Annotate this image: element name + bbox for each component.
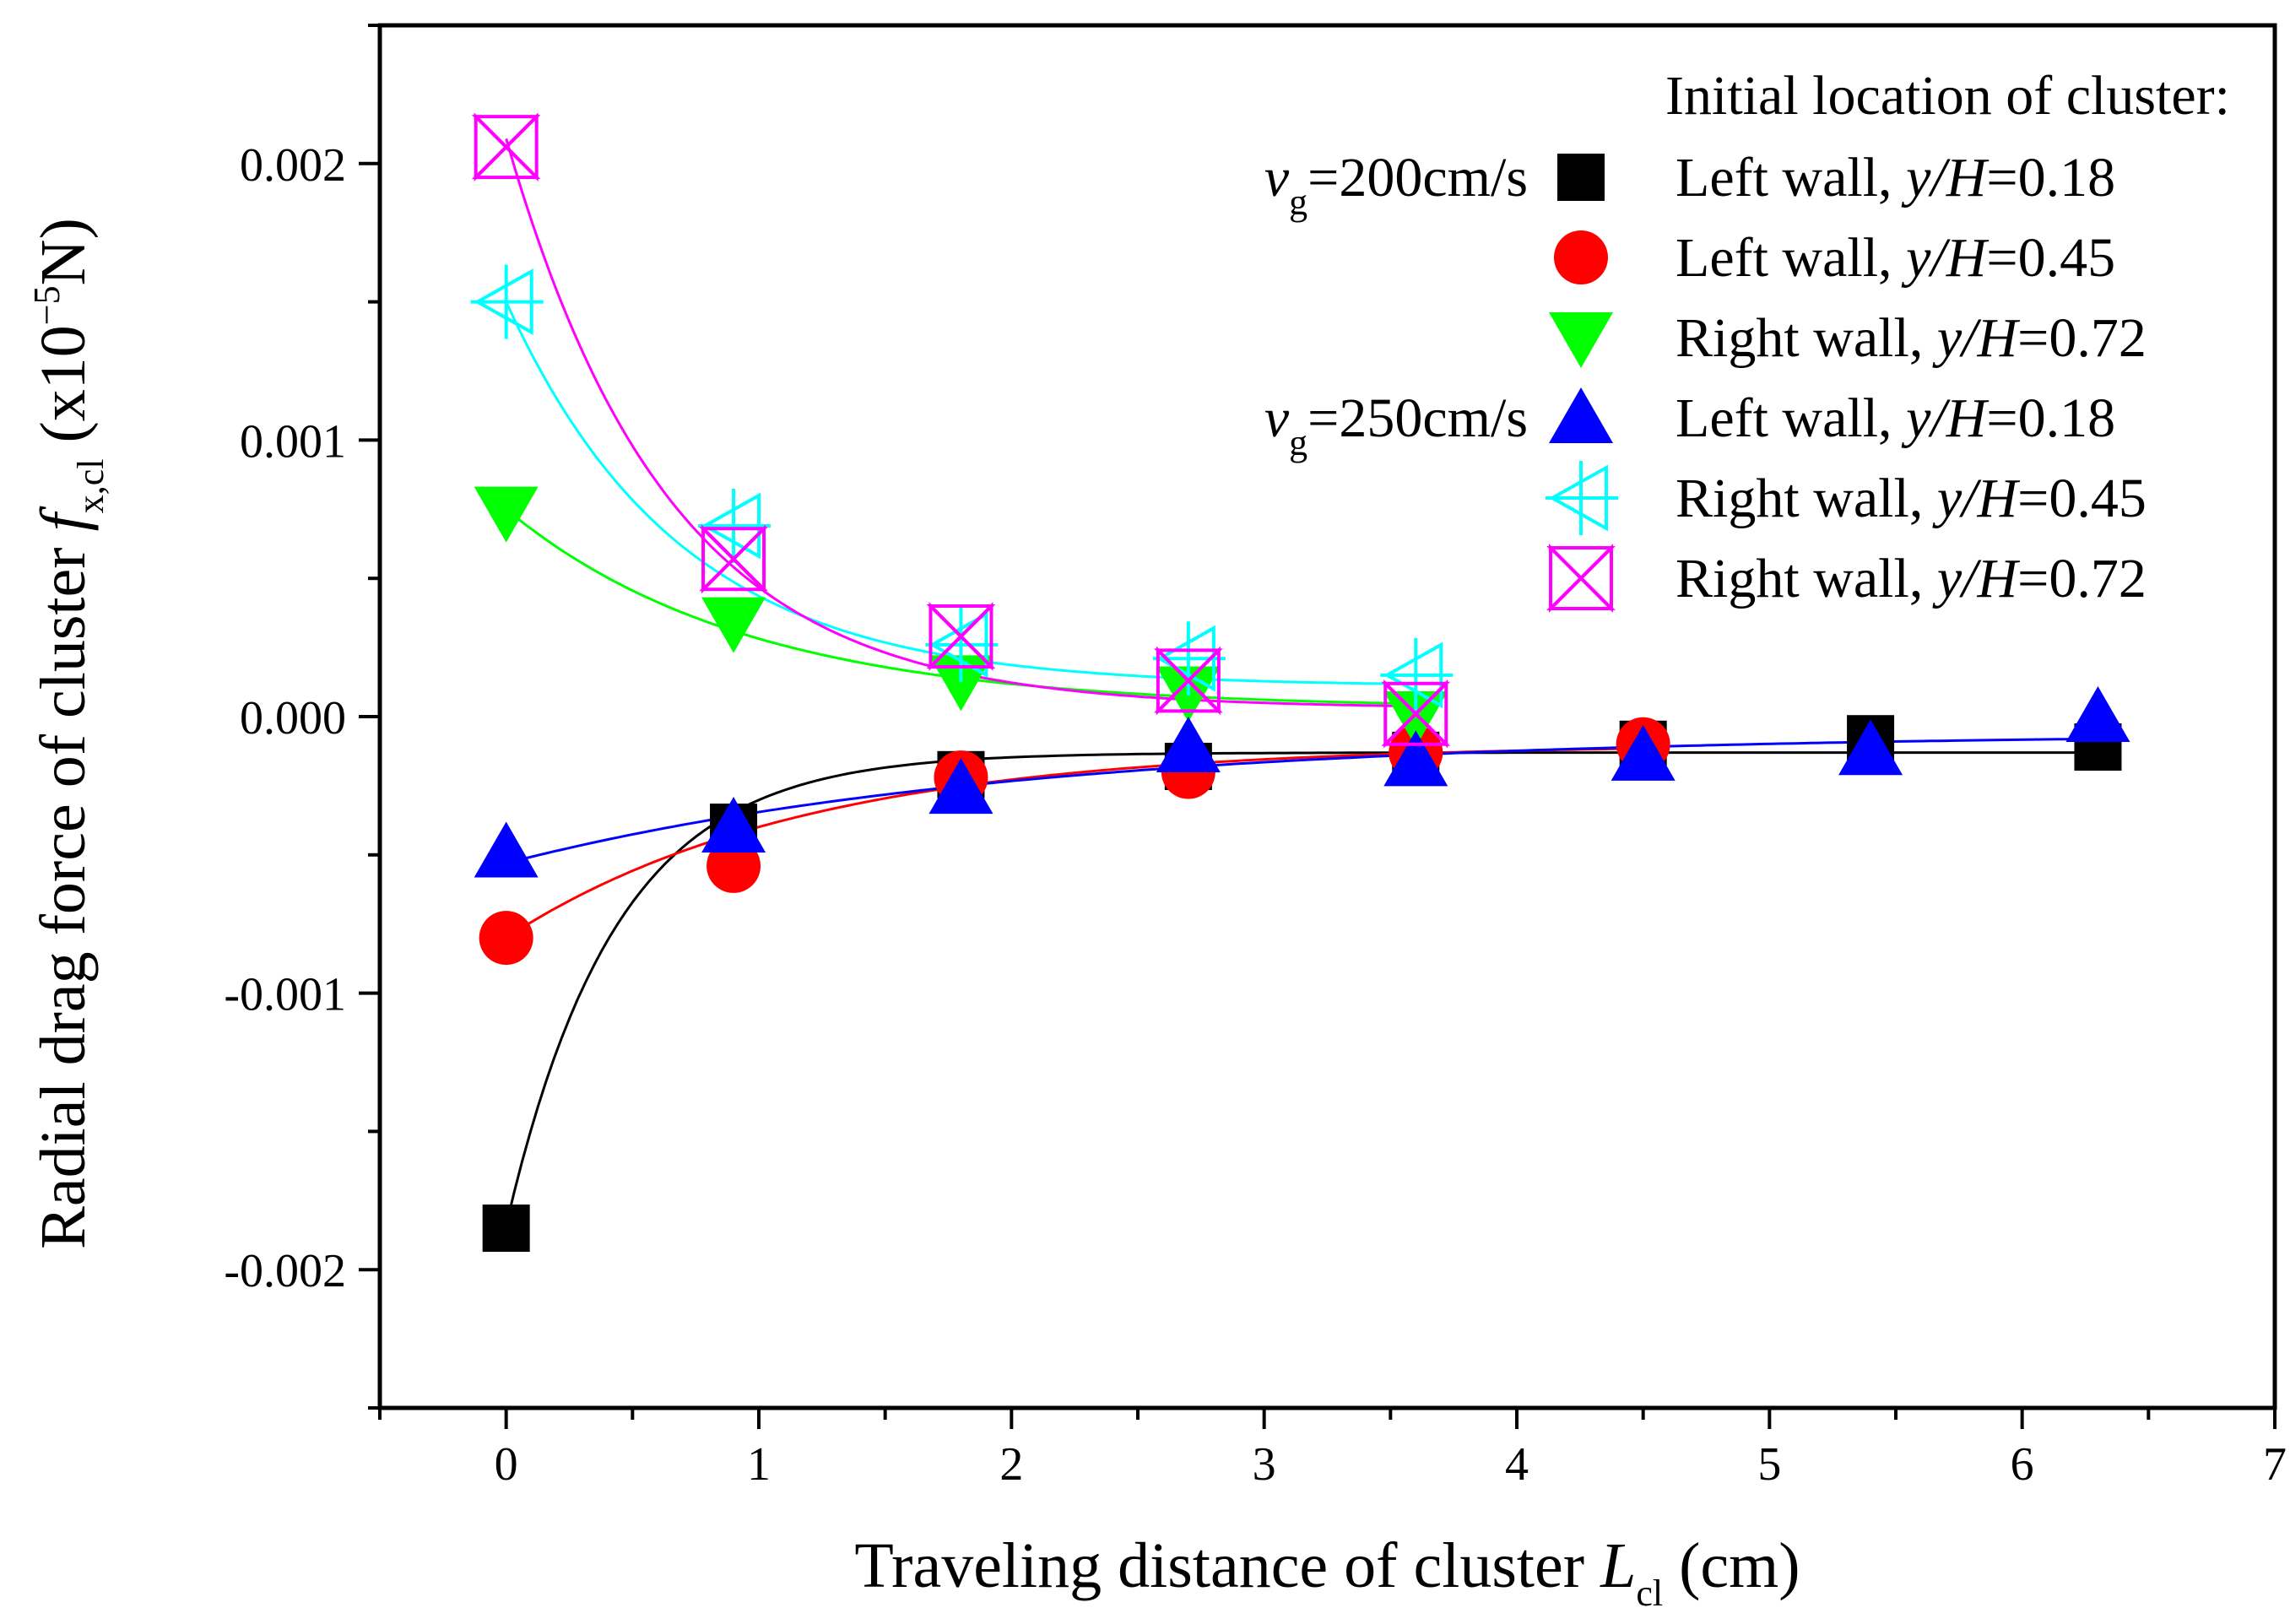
- x-tick-label: 0: [495, 1438, 518, 1491]
- x-tick-label: 1: [747, 1438, 771, 1491]
- legend-label: Right wall, y/H=0.45: [1676, 468, 2147, 529]
- y-tick-label: -0.001: [224, 969, 346, 1021]
- data-point-triangle-up: [474, 821, 539, 878]
- data-point-bowtie-x: [1154, 646, 1223, 716]
- x-tick-label: 4: [1505, 1438, 1529, 1491]
- legend-marker-triangle-down: [1549, 312, 1613, 368]
- legend-marker-square: [1557, 154, 1605, 201]
- data-point-triangle-up: [1383, 730, 1448, 787]
- x-tick-label: 3: [1253, 1438, 1276, 1491]
- fit-curve: [505, 751, 2098, 1226]
- legend-label: Right wall, y/H=0.72: [1676, 548, 2147, 609]
- y-tick-label: 0.001: [240, 415, 346, 468]
- data-point-cross-triangle-left: [470, 264, 544, 339]
- x-axis-title: Traveling distance of cluster Lcl (cm): [854, 1530, 1800, 1614]
- legend-label: Right wall, y/H=0.72: [1676, 307, 2147, 369]
- data-point-triangle-up: [928, 758, 993, 815]
- data-point-bowtie-x: [471, 112, 541, 181]
- data-point-circle: [479, 911, 533, 966]
- legend: Initial location of cluster: vg=200cm/s …: [1264, 65, 2230, 613]
- data-point-square: [482, 1204, 530, 1253]
- data-point-triangle-up: [1156, 717, 1221, 773]
- data-markers: [470, 112, 2130, 1253]
- y-tick-label: -0.002: [224, 1245, 346, 1297]
- legend-marker-circle: [1554, 230, 1608, 284]
- x-tick-label: 5: [1757, 1438, 1781, 1491]
- data-point-triangle-up: [1611, 724, 1676, 781]
- data-point-bowtie-x: [699, 524, 768, 594]
- legend-group-label-250: vg=250cm/s: [1264, 387, 1528, 463]
- data-point-bowtie-x: [926, 602, 996, 671]
- y-tick-label: 0.002: [240, 139, 346, 192]
- data-point-cross-triangle-left: [925, 607, 999, 682]
- data-point-triangle-down: [474, 486, 539, 543]
- axis-tick-labels: 0 1 2 3 4 5 6 7 -0.002 -0.001 0.000 0.001 0.002: [224, 139, 2287, 1491]
- data-point-cross-triangle-left: [698, 488, 771, 563]
- data-point-triangle-up: [2065, 686, 2130, 742]
- axis-ticks: [359, 24, 2276, 1429]
- legend-marker-triangle-up: [1549, 387, 1613, 443]
- x-tick-label: 6: [2011, 1438, 2034, 1491]
- fit-curve: [506, 737, 2098, 865]
- data-point-bowtie-x: [1381, 679, 1451, 749]
- data-point-triangle-down: [701, 597, 766, 653]
- legend-title: Initial location of cluster:: [1665, 65, 2230, 127]
- x-tick-label: 7: [2263, 1438, 2287, 1491]
- legend-marker-cross-triangle-left: [1546, 461, 1618, 535]
- legend-label: Left wall, y/H=0.18: [1676, 147, 2115, 208]
- x-tick-label: 2: [999, 1438, 1023, 1491]
- legend-group-label-200: vg=200cm/s: [1264, 147, 1528, 223]
- legend-entries: Left wall, y/H=0.18 Left wall, y/H=0.45 Ri…: [1546, 147, 2147, 613]
- y-axis-title: Radial drag force of cluster fx,cl (x10−…: [26, 218, 111, 1249]
- y-tick-label: 0.000: [240, 692, 346, 744]
- data-point-cross-triangle-left: [1380, 637, 1454, 712]
- data-point-triangle-up: [1838, 719, 1903, 776]
- data-point-triangle-up: [701, 797, 766, 853]
- legend-marker-bowtie-x: [1546, 544, 1616, 613]
- data-point-triangle-down: [1383, 691, 1448, 747]
- legend-label: Left wall, y/H=0.45: [1676, 227, 2115, 289]
- legend-label: Left wall, y/H=0.18: [1676, 387, 2115, 449]
